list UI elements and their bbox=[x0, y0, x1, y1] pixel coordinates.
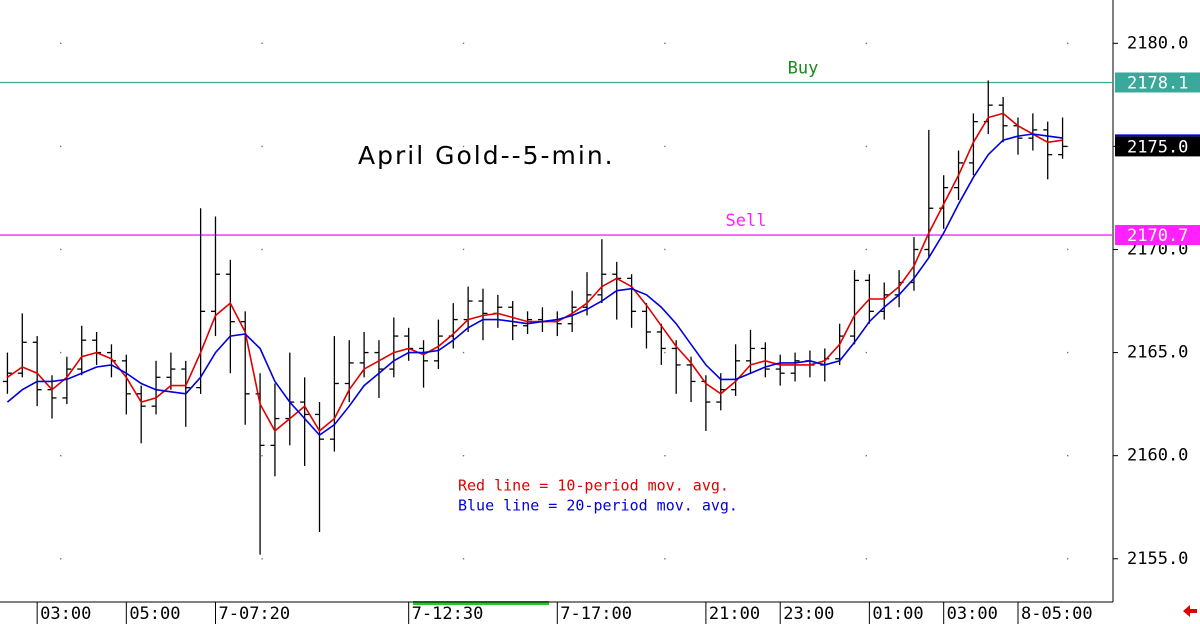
level-label: Sell bbox=[726, 211, 767, 231]
x-tick-label: 7-07:20 bbox=[218, 604, 290, 624]
level-label: Buy bbox=[788, 58, 819, 78]
moving-average-line bbox=[6, 112, 1063, 433]
last-price-label: 2175.0 bbox=[1127, 137, 1188, 157]
y-tick-label: 2155.0 bbox=[1127, 549, 1188, 569]
x-tick-label: 8-05:00 bbox=[1021, 604, 1093, 624]
note: Red line = 10-period mov. avg. bbox=[458, 477, 729, 495]
level-value-label: 2178.1 bbox=[1127, 73, 1188, 93]
last-price-box bbox=[1115, 136, 1200, 157]
level-value-box bbox=[1115, 72, 1200, 93]
x-tick-label: 03:00 bbox=[40, 604, 91, 624]
y-tick-label: 2160.0 bbox=[1127, 446, 1188, 466]
price-bars bbox=[2, 80, 1068, 555]
x-tick-label: 05:00 bbox=[129, 604, 180, 624]
note: Blue line = 20-period mov. avg. bbox=[458, 497, 738, 515]
level-value-box bbox=[1115, 225, 1200, 246]
x-tick-label: 21:00 bbox=[709, 604, 760, 624]
x-tick-label: 7-12:30 bbox=[412, 604, 484, 624]
session-highlight bbox=[413, 601, 549, 605]
y-tick-label: 2165.0 bbox=[1127, 343, 1188, 363]
y-tick-label: 2180.0 bbox=[1127, 33, 1188, 53]
scroll-arrow[interactable] bbox=[1183, 605, 1197, 617]
moving-average-line bbox=[6, 133, 1063, 437]
x-tick-label: 23:00 bbox=[783, 604, 834, 624]
chart-title: April Gold--5-min. bbox=[358, 141, 615, 170]
x-tick-label: 01:00 bbox=[872, 604, 923, 624]
level-value-label: 2170.7 bbox=[1127, 226, 1188, 246]
x-tick-label: 03:00 bbox=[947, 604, 998, 624]
x-tick-label: 7-17:00 bbox=[560, 604, 632, 624]
